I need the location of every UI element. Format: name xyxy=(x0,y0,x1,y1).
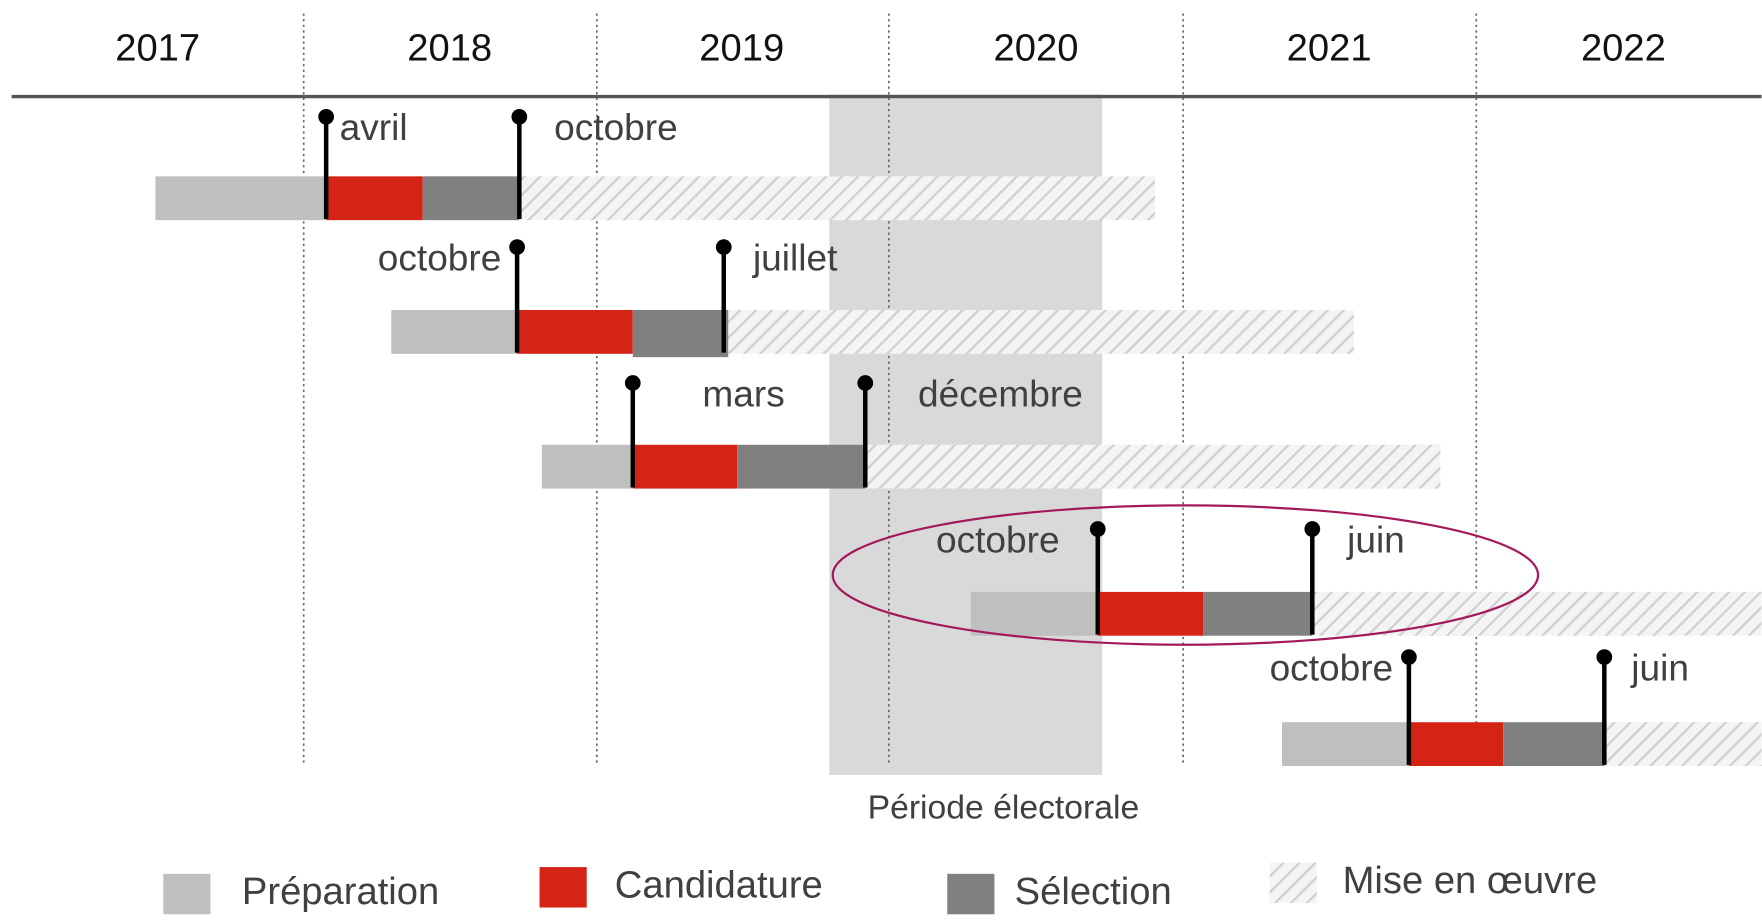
candidature-bar xyxy=(632,444,738,489)
selection-bar xyxy=(737,444,866,489)
preparation-bar xyxy=(970,591,1098,636)
year-label: 2021 xyxy=(1287,27,1372,70)
legend-swatch xyxy=(947,873,995,915)
candidature-bar xyxy=(326,176,423,221)
year-label: 2019 xyxy=(699,27,784,70)
year-label: 2017 xyxy=(115,27,200,70)
milestone-dot xyxy=(509,239,525,255)
legend-label: Sélection xyxy=(1015,870,1172,913)
legend-label: Candidature xyxy=(615,863,823,906)
implementation-bar xyxy=(1312,591,1762,636)
milestone-dot xyxy=(1401,649,1417,665)
milestone-dot xyxy=(318,108,335,125)
preparation-bar xyxy=(541,444,633,489)
milestone-dot xyxy=(1089,521,1106,537)
selection-bar xyxy=(632,309,729,358)
legend-label: Préparation xyxy=(242,870,439,913)
year-label: 2018 xyxy=(407,27,492,70)
preparation-bar xyxy=(155,176,327,221)
milestone-dot xyxy=(511,108,528,125)
milestone-label: juin xyxy=(1346,518,1405,560)
legend-swatch xyxy=(539,867,587,908)
year-label: 2022 xyxy=(1581,27,1666,70)
milestone-dot xyxy=(1596,649,1613,665)
legend-swatch xyxy=(1269,862,1317,904)
milestone-label: mars xyxy=(702,372,784,414)
selection-bar xyxy=(1203,591,1313,636)
milestone-label: octobre xyxy=(936,518,1060,560)
milestone-dot xyxy=(857,375,874,391)
milestone-label: octobre xyxy=(378,236,502,278)
implementation-bar xyxy=(519,176,1156,221)
legend-label: Mise en œuvre xyxy=(1343,859,1598,902)
milestone-label: décembre xyxy=(918,372,1083,414)
milestone-label: juin xyxy=(1630,646,1689,688)
preparation-bar xyxy=(1281,722,1409,767)
candidature-bar xyxy=(517,309,633,354)
highlight-ellipse xyxy=(831,504,1540,646)
milestone-dot xyxy=(715,239,732,255)
preparation-bar xyxy=(391,309,518,354)
milestone-dot xyxy=(1304,521,1321,537)
milestone-label: juillet xyxy=(752,236,838,278)
milestone-label: octobre xyxy=(554,106,678,148)
implementation-bar xyxy=(865,444,1441,489)
period-label: Période électorale xyxy=(868,790,1140,827)
milestone-label: octobre xyxy=(1270,646,1394,688)
year-label: 2020 xyxy=(994,27,1079,70)
implementation-bar xyxy=(1604,722,1762,767)
milestone-dot xyxy=(624,375,641,391)
candidature-bar xyxy=(1408,722,1504,767)
implementation-bar xyxy=(728,309,1354,354)
selection-bar xyxy=(422,176,520,221)
legend-swatch xyxy=(163,873,211,915)
candidature-bar xyxy=(1097,591,1204,636)
selection-bar xyxy=(1503,722,1605,767)
milestone-label: avril xyxy=(340,106,408,148)
